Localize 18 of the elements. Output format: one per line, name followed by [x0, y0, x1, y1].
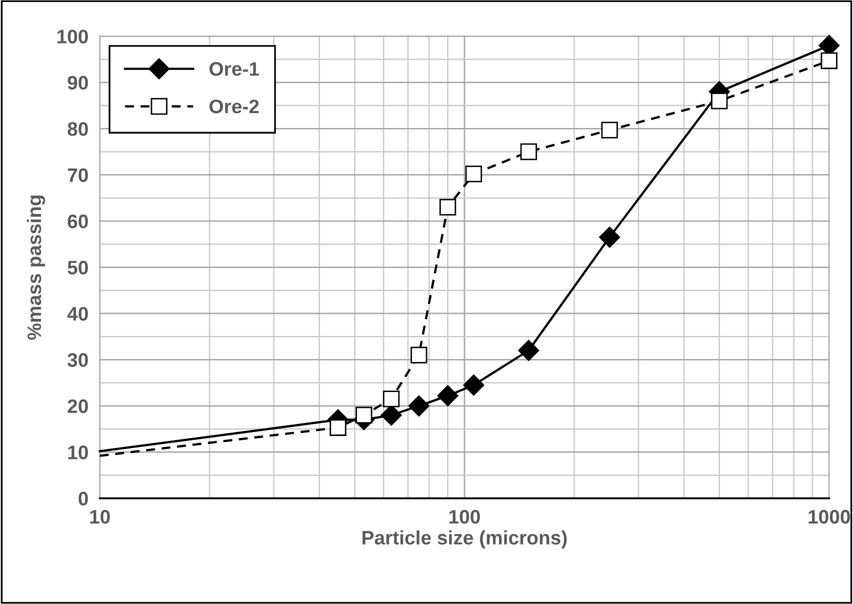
legend-label: Ore-2: [209, 100, 259, 114]
y-tick-label: 70: [68, 168, 88, 182]
y-tick-label: 40: [67, 306, 88, 321]
y-tick-label: 0: [78, 492, 88, 506]
y-tick-label: 30: [68, 353, 88, 367]
x-axis-title: Particle size (microns): [362, 530, 567, 548]
y-tick-label: 20: [68, 399, 88, 414]
y-tick-label: 100: [57, 30, 88, 44]
y-tick-label: 60: [68, 214, 88, 228]
y-tick-label: 80: [68, 122, 88, 136]
y-tick-label: 50: [68, 260, 88, 275]
y-tick-label: 10: [68, 446, 88, 460]
x-tick-label: 1000: [808, 510, 850, 524]
y-tick-label: 90: [68, 76, 88, 90]
y-axis-title: %mass passing: [26, 196, 46, 340]
x-tick-label: 10: [90, 510, 110, 524]
legend-label: Ore-1: [209, 62, 259, 76]
x-tick-label: 100: [449, 510, 480, 524]
